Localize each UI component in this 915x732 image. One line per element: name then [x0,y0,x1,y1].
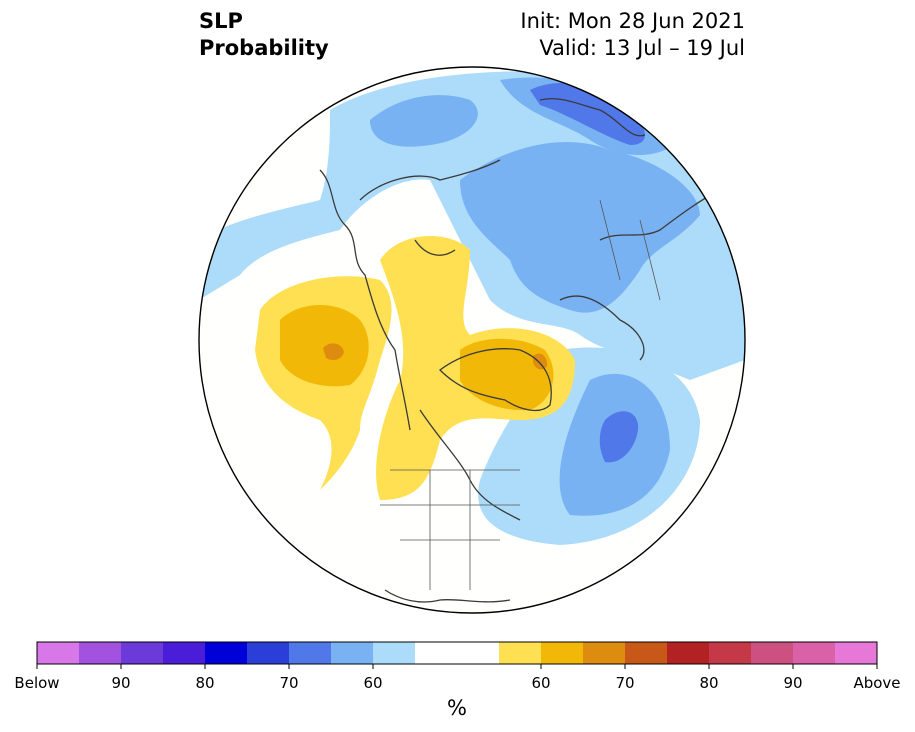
date-info: Init: Mon 28 Jun 2021 Valid: 13 Jul – 19… [520,8,745,62]
colorbar-segment [163,642,205,664]
colorbar-segment [583,642,625,664]
colorbar-tick-label: 90 [111,674,131,692]
below-65-region-north [370,95,478,147]
above-70-region-alaska [323,343,344,360]
init-date: Init: Mon 28 Jun 2021 [520,9,745,33]
colorbar-segment [247,642,289,664]
colorbar-tick-label: 70 [615,674,635,692]
colorbar-segment [331,642,373,664]
variable-label: SLP [199,9,243,33]
colorbar-segment [499,642,541,664]
above-65-region-alaska [280,305,369,387]
polar-map [198,66,746,614]
colorbar-border [36,641,878,665]
product-label: Probability [199,36,329,60]
map-title: SLP Probability [199,8,329,62]
valid-range: Valid: 13 Jul – 19 Jul [539,36,745,60]
colorbar-tick-label: Below [14,674,60,692]
borders [380,199,661,590]
colorbar-tick-label: 90 [783,674,803,692]
colorbar-tick-label: Above [853,674,901,692]
map-boundary [198,66,746,614]
colorbar-segment [541,642,583,664]
colorbar-segment [415,642,499,664]
colorbar-segment [625,642,667,664]
colorbar-segment [709,642,751,664]
colorbar-segment [37,642,79,664]
colorbar-unit: % [447,696,467,720]
colorbar-segment [667,642,709,664]
colorbar-segment [289,642,331,664]
colorbar-tick-label: 80 [195,674,215,692]
colorbar-tick-label: 60 [363,674,383,692]
colorbar-segment [835,642,877,664]
colorbar-segment [121,642,163,664]
above-70-region-greenland [533,353,548,370]
below-65-region-europe [460,141,700,313]
colorbar-segment [793,642,835,664]
above-65-region-greenland [460,338,554,411]
below-70-region-atlantic [599,411,639,463]
colorbar-tick-label: 80 [699,674,719,692]
colorbar-segment [79,642,121,664]
colorbar-segment [205,642,247,664]
colorbar-tick-label: 60 [531,674,551,692]
colorbar-tick-label: 70 [279,674,299,692]
colorbar-segment [751,642,793,664]
colorbar-segment [373,642,415,664]
